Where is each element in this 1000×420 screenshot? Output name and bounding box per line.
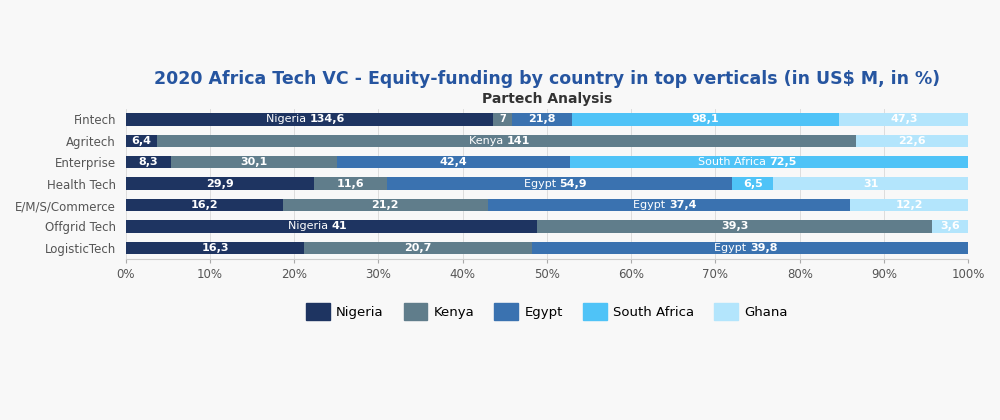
Bar [488, 199, 850, 211]
Bar [773, 177, 968, 190]
Bar [537, 220, 932, 233]
Text: 20,7: 20,7 [404, 243, 432, 253]
Text: 98,1: 98,1 [692, 114, 719, 124]
Bar [839, 113, 968, 126]
Text: 22,6: 22,6 [898, 136, 926, 146]
Text: 37,4: 37,4 [669, 200, 697, 210]
Text: 39,8: 39,8 [750, 243, 777, 253]
Bar [126, 241, 304, 254]
Bar [171, 156, 337, 168]
Bar [932, 220, 968, 233]
Text: Kenya: Kenya [469, 136, 507, 146]
Bar [856, 134, 968, 147]
Text: 141: 141 [507, 136, 530, 146]
Text: Egypt: Egypt [633, 200, 669, 210]
Text: 21,2: 21,2 [371, 200, 399, 210]
Bar [532, 241, 968, 254]
Text: 31: 31 [863, 178, 878, 189]
Text: South Africa: South Africa [698, 157, 769, 167]
Bar [126, 134, 157, 147]
Bar [304, 241, 532, 254]
Text: 11,6: 11,6 [336, 178, 364, 189]
Bar [126, 113, 493, 126]
Bar [126, 177, 314, 190]
Bar [387, 177, 732, 190]
Bar [126, 199, 283, 211]
Legend: Nigeria, Kenya, Egypt, South Africa, Ghana: Nigeria, Kenya, Egypt, South Africa, Gha… [301, 298, 793, 325]
Bar [493, 113, 512, 126]
Bar [126, 156, 171, 168]
Text: 41: 41 [332, 221, 347, 231]
Bar [512, 113, 572, 126]
Text: 16,2: 16,2 [190, 200, 218, 210]
Bar [157, 134, 856, 147]
Bar [314, 177, 387, 190]
Text: 30,1: 30,1 [240, 157, 268, 167]
Text: 6,4: 6,4 [131, 136, 151, 146]
Bar [850, 199, 968, 211]
Bar [572, 113, 839, 126]
Text: Partech Analysis: Partech Analysis [482, 92, 612, 105]
Text: 54,9: 54,9 [560, 178, 587, 189]
Text: Egypt: Egypt [524, 178, 560, 189]
Bar [337, 156, 570, 168]
Text: 16,3: 16,3 [201, 243, 229, 253]
Text: 47,3: 47,3 [890, 114, 918, 124]
Text: 6,5: 6,5 [743, 178, 763, 189]
Text: 3,6: 3,6 [940, 221, 960, 231]
Bar [126, 220, 537, 233]
Text: 12,2: 12,2 [895, 200, 923, 210]
Bar [283, 199, 488, 211]
Text: 72,5: 72,5 [769, 157, 796, 167]
Text: 134,6: 134,6 [309, 114, 345, 124]
Title: 2020 Africa Tech VC - Equity-funding by country in top verticals (in US$ M, in %: 2020 Africa Tech VC - Equity-funding by … [154, 70, 940, 88]
Text: 7: 7 [499, 114, 506, 124]
Bar [732, 177, 773, 190]
Text: Nigeria: Nigeria [266, 114, 309, 124]
Text: 29,9: 29,9 [206, 178, 234, 189]
Text: 39,3: 39,3 [721, 221, 748, 231]
Text: Nigeria: Nigeria [288, 221, 332, 231]
Bar [570, 156, 968, 168]
Text: 42,4: 42,4 [439, 157, 467, 167]
Text: 8,3: 8,3 [139, 157, 158, 167]
Text: Egypt: Egypt [714, 243, 750, 253]
Text: 21,8: 21,8 [528, 114, 556, 124]
